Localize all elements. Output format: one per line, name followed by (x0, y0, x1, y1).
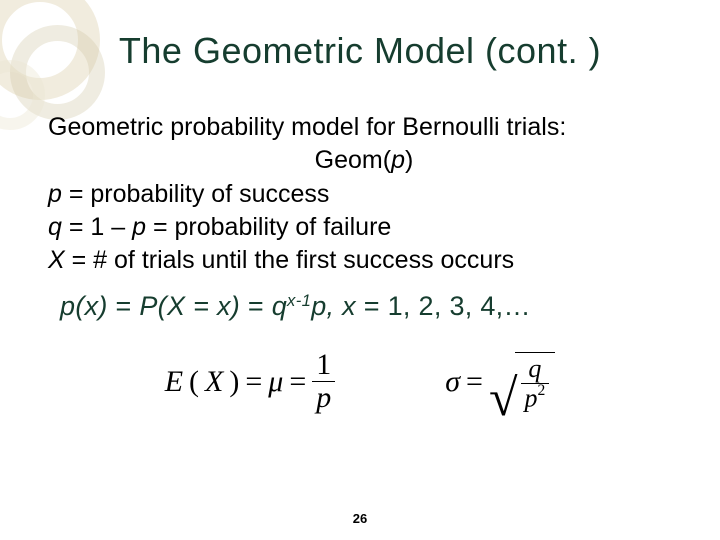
pmf-lhs: p(x) (60, 291, 108, 321)
body-line-1: Geometric probability model for Bernoull… (48, 112, 680, 143)
q-def: = probability of failure (146, 213, 391, 241)
x-var: X (48, 246, 65, 274)
mean-mu: μ (268, 365, 283, 399)
sd-fraction: q p2 (521, 356, 550, 412)
pmf-eq2: = (240, 291, 272, 321)
slide-title: The Geometric Model (cont. ) (40, 30, 680, 72)
pmf-after: p, x (311, 291, 356, 321)
body-line-3: p = probability of success (48, 179, 680, 210)
pmf-exp: x-1 (287, 291, 311, 310)
sd-den-p: p (525, 384, 538, 413)
slide-container: The Geometric Model (cont. ) Geometric p… (0, 0, 720, 540)
p-var: p (48, 180, 62, 208)
pmf-tail: = 1, 2, 3, 4,… (356, 291, 531, 321)
geom-prefix: Geom( (315, 146, 391, 174)
sd-den: p2 (521, 383, 550, 412)
geom-suffix: ) (405, 146, 413, 174)
x-def: = # of trials until the first success oc… (65, 246, 514, 274)
equations-row: E(X) = μ = 1 p σ = √ q p2 (40, 350, 680, 413)
body-text: Geometric probability model for Bernoull… (48, 112, 680, 276)
pmf-eq1: = (108, 291, 140, 321)
p-def: = probability of success (62, 180, 330, 208)
sd-num: q (524, 356, 545, 383)
mean-equation: E(X) = μ = 1 p (165, 350, 336, 413)
mean-X: X (205, 365, 223, 399)
pmf-mid: P(X = x) (139, 291, 240, 321)
mean-fraction: 1 p (312, 350, 335, 413)
radical-icon: √ (489, 385, 518, 414)
q-var: q (48, 213, 62, 241)
sd-den-exp: 2 (538, 382, 546, 399)
mean-num: 1 (312, 350, 335, 381)
mean-den: p (312, 381, 335, 413)
sd-sigma: σ (445, 365, 460, 399)
pmf-base: q (272, 291, 287, 321)
sd-equation: σ = √ q p2 (445, 352, 555, 412)
page-number: 26 (353, 511, 367, 526)
geom-var: p (391, 146, 405, 174)
sd-sqrt: √ q p2 (489, 352, 555, 412)
body-line-2: Geom(p) (48, 145, 680, 176)
pmf-formula: p(x) = P(X = x) = qx-1p, x = 1, 2, 3, 4,… (60, 290, 680, 322)
body-line-4: q = 1 – p = probability of failure (48, 212, 680, 243)
mean-E: E (165, 365, 183, 399)
body-line-5: X = # of trials until the first success … (48, 245, 680, 276)
q-var2: p (132, 213, 146, 241)
q-mid: = 1 – (62, 213, 132, 241)
